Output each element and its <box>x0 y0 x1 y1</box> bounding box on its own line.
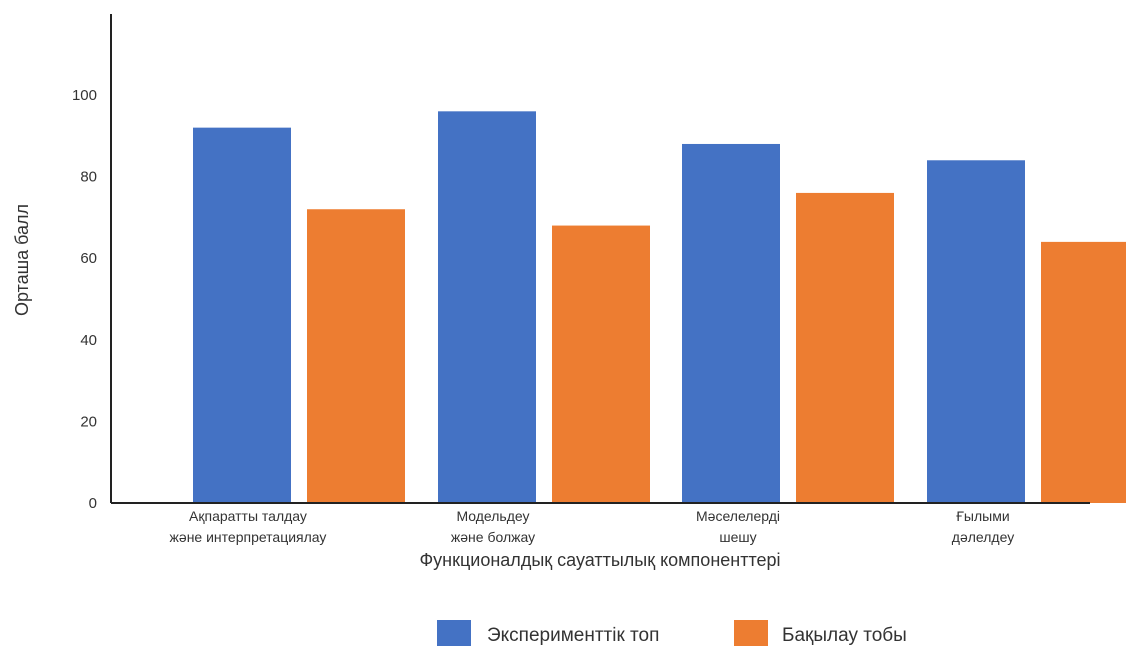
category-labels: Ақпаратты талдау және интерпретациялау Мод… <box>170 508 1015 545</box>
bar-series-1-cat-4 <box>927 160 1025 503</box>
bar-series-1-cat-3 <box>682 143 780 503</box>
bars-group <box>193 111 1126 504</box>
legend-label: Эксперименттік топ <box>487 625 659 646</box>
y-tick-label: 100 <box>72 87 97 104</box>
legend-swatch <box>734 620 768 646</box>
legend: Эксперименттік топ Бақылау тобы <box>437 620 907 646</box>
legend-label: Бақылау тобы <box>782 625 907 646</box>
y-tick-label: 80 <box>80 169 97 186</box>
category-label: және интерпретациялау <box>170 529 327 545</box>
legend-swatch <box>437 620 471 646</box>
category-label: Ақпаратты талдау <box>189 508 307 524</box>
bar-series-1-cat-2 <box>438 111 536 503</box>
category-label: шешу <box>719 529 756 545</box>
bar-series-1-cat-1 <box>193 127 291 503</box>
bar-series-2-cat-4 <box>1041 241 1126 503</box>
bar-series-2-cat-3 <box>796 192 894 504</box>
category-label: Мәселелерді <box>696 508 780 524</box>
bar-series-2-cat-2 <box>552 225 650 503</box>
y-tick-label: 60 <box>80 250 97 267</box>
category-label: Ғылыми <box>956 508 1009 524</box>
y-axis-title: Орташа балл <box>12 204 32 316</box>
x-axis-title: Функционалдық сауаттылық компоненттері <box>419 550 780 570</box>
category-label: дәлелдеу <box>952 529 1014 545</box>
bar-series-2-cat-1 <box>307 209 405 504</box>
category-label: және болжау <box>451 529 535 545</box>
y-tick-label: 40 <box>80 332 97 349</box>
category-label: Модельдеу <box>456 508 529 524</box>
y-tick-labels: 0 20 40 60 80 100 <box>72 87 97 512</box>
y-tick-label: 20 <box>80 413 97 430</box>
y-tick-label: 0 <box>89 495 97 512</box>
